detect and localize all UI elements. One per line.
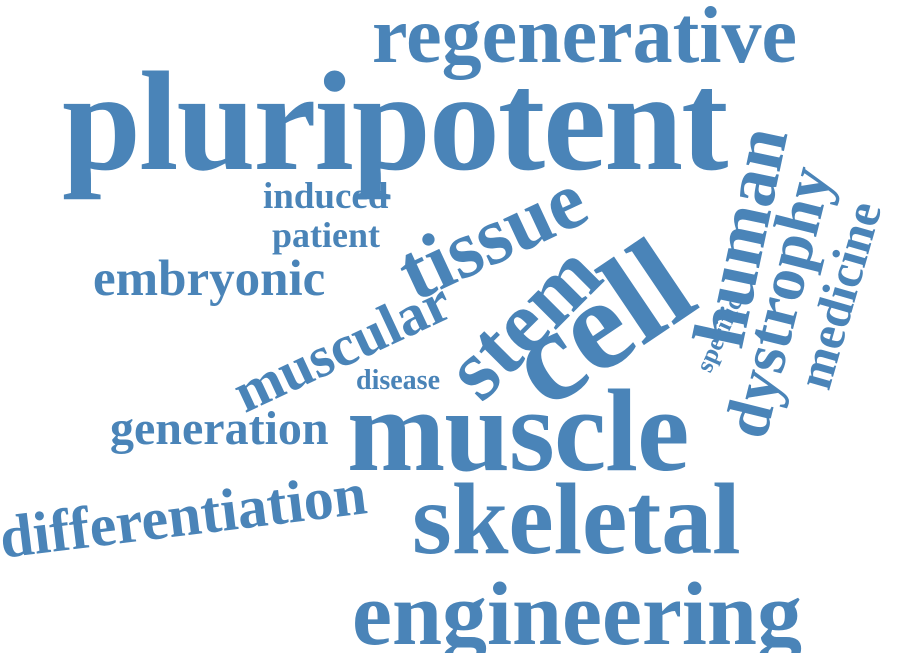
word-generation: generation	[110, 402, 329, 455]
word-skeletal: skeletal	[412, 463, 741, 576]
word-disease: disease	[356, 365, 440, 396]
word-engineering: engineering	[352, 565, 802, 653]
word-patient: patient	[272, 215, 380, 255]
word-muscle: muscle	[347, 365, 689, 496]
word-regenerative: regenerative	[372, 0, 797, 80]
word-pluripotent: pluripotent	[62, 42, 728, 200]
word-differentiation: differentiation	[0, 460, 371, 571]
word-embryonic: embryonic	[93, 251, 326, 307]
word-induced: induced	[263, 176, 389, 217]
